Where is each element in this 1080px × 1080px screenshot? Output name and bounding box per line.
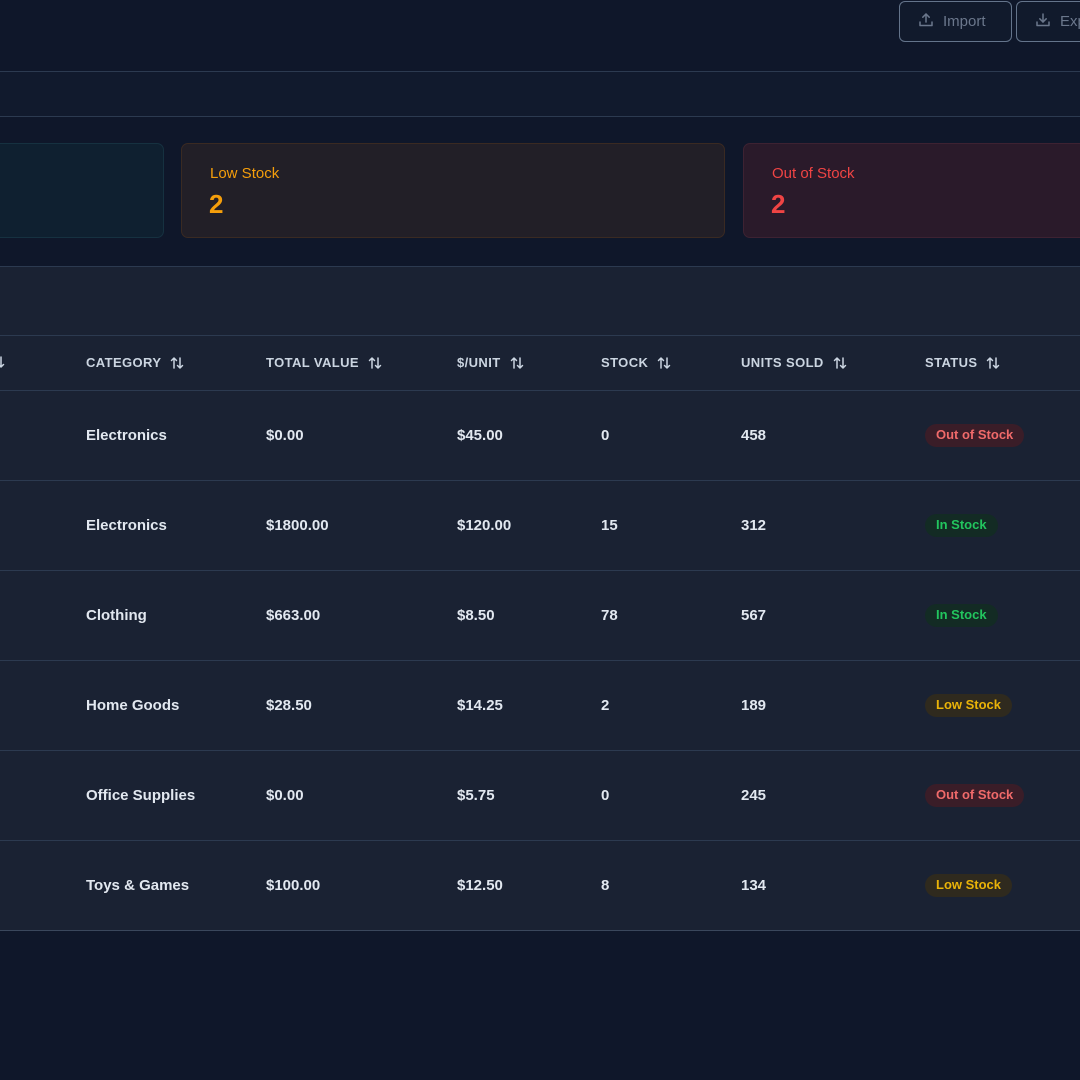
status-badge: Low Stock — [925, 874, 1013, 897]
export-button[interactable]: Export — [1016, 1, 1080, 42]
column-header-label: CATEGORY — [86, 355, 162, 370]
total-value-cell: $28.50 — [266, 697, 312, 714]
column-header-product[interactable] — [0, 355, 5, 369]
stock-cell: 15 — [601, 517, 618, 534]
column-header-label: TOTAL VALUE — [266, 355, 359, 370]
units-sold-cell: 567 — [741, 607, 767, 624]
unit-price-cell: $12.50 — [457, 877, 503, 894]
column-header-label: STOCK — [601, 355, 649, 370]
column-header-category[interactable]: CATEGORY — [86, 355, 184, 370]
filter-bar — [0, 72, 1080, 116]
table-row[interactable]: Electronics $1800.00 $120.00 15 312 In S… — [0, 481, 1080, 571]
table-row[interactable]: Toys & Games $100.00 $12.50 8 134 Low St… — [0, 841, 1080, 930]
units-sold-cell: 312 — [741, 517, 767, 534]
sort-icon[interactable] — [170, 356, 184, 370]
table-toolbar — [0, 267, 1080, 336]
units-sold-cell: 134 — [741, 877, 767, 894]
import-button[interactable]: Import — [899, 1, 1012, 42]
stock-cell: 0 — [601, 427, 610, 444]
unit-price-cell: $8.50 — [457, 607, 495, 624]
column-header-status[interactable]: STATUS — [925, 355, 1000, 370]
category-cell: Clothing — [86, 607, 147, 624]
sort-icon[interactable] — [368, 356, 382, 370]
status-cell: Out of Stock — [925, 751, 1025, 840]
unit-price-cell: $14.25 — [457, 697, 503, 714]
category-cell: Toys & Games — [86, 877, 190, 894]
status-cell: Low Stock — [925, 841, 1013, 930]
column-header-label: STATUS — [925, 355, 978, 370]
upload-icon — [918, 12, 934, 32]
low-stock-count: 2 — [209, 189, 224, 219]
column-header-label: $/UNIT — [457, 355, 501, 370]
export-label: Export — [1060, 13, 1080, 30]
table-row[interactable]: Office Supplies $0.00 $5.75 0 245 Out of… — [0, 751, 1080, 841]
inventory-table: CATEGORY TOTAL VALUE $/UNIT STOCK UNITS … — [0, 266, 1080, 931]
status-cell: In Stock — [925, 481, 998, 570]
units-sold-cell: 189 — [741, 697, 767, 714]
sort-icon[interactable] — [657, 356, 671, 370]
status-cell: Out of Stock — [925, 391, 1025, 480]
table-row[interactable]: Clothing $663.00 $8.50 78 567 In Stock — [0, 571, 1080, 661]
sort-icon[interactable] — [986, 356, 1000, 370]
sort-icon[interactable] — [0, 355, 5, 369]
status-badge: Out of Stock — [925, 784, 1025, 807]
status-badge: Low Stock — [925, 694, 1013, 717]
low-stock-label: Low Stock — [210, 165, 280, 182]
table-row[interactable]: Home Goods $28.50 $14.25 2 189 Low Stock — [0, 661, 1080, 751]
category-cell: Office Supplies — [86, 787, 196, 804]
out-of-stock-count: 2 — [771, 189, 786, 219]
unit-price-cell: $5.75 — [457, 787, 495, 804]
sort-icon[interactable] — [833, 356, 847, 370]
import-label: Import — [943, 13, 986, 30]
stock-cell: 2 — [601, 697, 610, 714]
total-value-cell: $1800.00 — [266, 517, 329, 534]
status-cell: In Stock — [925, 571, 998, 660]
stock-cell: 78 — [601, 607, 618, 624]
total-products-card — [0, 143, 164, 238]
column-header-units-sold[interactable]: UNITS SOLD — [741, 355, 847, 370]
low-stock-card: Low Stock 2 — [181, 143, 725, 238]
unit-price-cell: $45.00 — [457, 427, 503, 444]
stock-cell: 8 — [601, 877, 610, 894]
divider — [0, 71, 1080, 72]
status-badge: In Stock — [925, 514, 998, 537]
total-value-cell: $663.00 — [266, 607, 321, 624]
status-badge: In Stock — [925, 604, 998, 627]
category-cell: Home Goods — [86, 697, 180, 714]
category-cell: Electronics — [86, 517, 167, 534]
units-sold-cell: 458 — [741, 427, 767, 444]
sort-icon[interactable] — [510, 356, 524, 370]
header-divider — [0, 390, 1080, 391]
total-value-cell: $0.00 — [266, 427, 304, 444]
column-header-stock[interactable]: STOCK — [601, 355, 671, 370]
out-of-stock-label: Out of Stock — [772, 165, 855, 182]
divider — [0, 116, 1080, 117]
column-header-unit-price[interactable]: $/UNIT — [457, 355, 524, 370]
column-header-total-value[interactable]: TOTAL VALUE — [266, 355, 382, 370]
status-badge: Out of Stock — [925, 424, 1025, 447]
units-sold-cell: 245 — [741, 787, 767, 804]
status-cell: Low Stock — [925, 661, 1013, 750]
stock-cell: 0 — [601, 787, 610, 804]
total-value-cell: $0.00 — [266, 787, 304, 804]
column-header-label: UNITS SOLD — [741, 355, 824, 370]
download-icon — [1035, 12, 1051, 32]
table-row[interactable]: Electronics $0.00 $45.00 0 458 Out of St… — [0, 391, 1080, 481]
unit-price-cell: $120.00 — [457, 517, 512, 534]
category-cell: Electronics — [86, 427, 167, 444]
total-value-cell: $100.00 — [266, 877, 321, 894]
out-of-stock-card: Out of Stock 2 — [743, 143, 1080, 238]
